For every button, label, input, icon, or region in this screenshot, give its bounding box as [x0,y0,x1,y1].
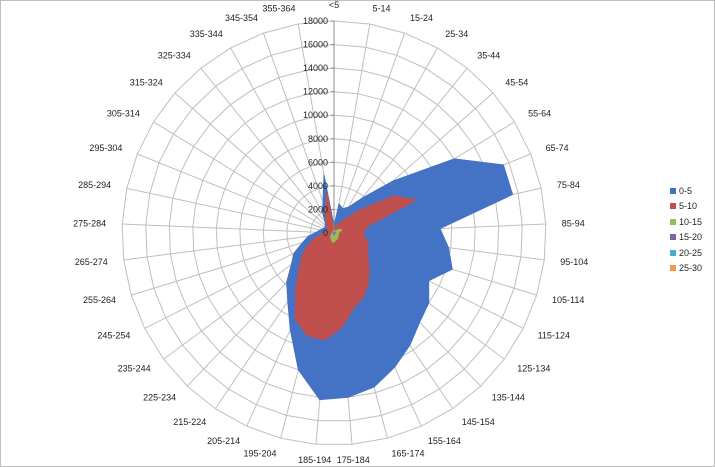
grid-spoke [262,32,335,234]
category-label: 85-94 [562,218,585,228]
category-label: 75-84 [557,180,580,190]
category-label: 175-184 [337,455,370,465]
legend-swatch [670,203,676,210]
category-label: 265-274 [75,257,108,267]
grid-ring [121,20,547,445]
category-label: 245-254 [97,331,130,341]
legend-label: 25-30 [679,263,703,274]
grid-spoke [131,232,335,296]
category-label: 105-114 [552,295,584,305]
radial-tick-label: 6000 [308,157,328,167]
category-label: 5-14 [373,3,391,13]
legend-swatch [670,187,676,194]
radial-tick-label: 0 [323,228,328,238]
legend-item: 15-20 [670,230,702,246]
legend-swatch [670,249,676,256]
category-label: 125-134 [517,364,550,374]
radial-tick-label: 18000 [303,16,328,26]
category-label: 355-364 [262,3,295,13]
category-label: 65-74 [546,143,569,153]
category-label: 205-214 [207,436,240,446]
grid-spoke [200,67,335,234]
legend-item: 10-15 [670,214,702,230]
category-label: 155-164 [428,436,461,446]
radial-tick-label: 2000 [308,204,328,214]
category-label: <5 [329,0,339,10]
series-area-5-10 [294,192,418,341]
radial-tick-labels: 0 2000 4000 6000 8000 10000 12000 14000 16000 180… [303,16,335,238]
category-label: 185-194 [298,455,331,465]
grid-spoke [174,92,335,234]
category-label: 305-314 [107,109,140,119]
radial-tick-label: 10000 [303,110,328,120]
grid-spoke [137,153,335,234]
grid-spoke [122,223,335,234]
category-label: 285-294 [78,180,111,190]
grid-spoke [333,47,438,234]
category-label: 45-54 [505,77,528,87]
legend-item: 0-5 [670,183,702,199]
radial-tick-label: 4000 [308,181,328,191]
category-label: 95-104 [560,257,588,267]
category-label: 295-304 [89,143,122,153]
category-label: 145-154 [462,417,495,427]
radial-tick-label: 16000 [303,40,328,50]
grid-spoke [153,121,335,234]
grid-spoke [333,23,371,234]
legend-item: 5-10 [670,199,702,215]
grid-spoke [333,32,406,234]
category-labels: <5 5-14 15-24 25-34 35-44 45-54 55-64 65-74 75-8… [73,0,588,465]
category-label: 235-244 [118,364,151,374]
category-label: 325-334 [158,51,191,61]
category-label: 135-144 [492,393,525,403]
category-label: 115-124 [538,331,570,341]
legend-swatch [670,218,676,225]
legend-label: 20-25 [679,247,703,258]
radar-series-areas [286,158,514,401]
radial-tick-label: 14000 [303,63,328,73]
category-label: 335-344 [190,29,223,39]
category-label: 35-44 [477,51,500,61]
legend-swatch [670,234,676,241]
grid-spoke [126,187,335,234]
category-label: 165-174 [392,449,425,459]
category-label: 15-24 [410,13,433,23]
legend-label: 5-10 [679,201,698,212]
series-area-0-5 [286,158,514,401]
category-label: 225-234 [143,393,176,403]
legend-label: 0-5 [679,185,693,196]
category-label: 55-64 [528,109,551,119]
radial-tick-label: 8000 [308,134,328,144]
category-label: 255-264 [83,295,116,305]
legend-item: 25-30 [670,261,702,277]
grid-spoke [123,232,335,261]
category-label: 25-34 [445,29,468,39]
legend-label: 15-20 [679,232,703,243]
grid-ring [145,44,523,422]
radial-tick-label: 12000 [303,87,328,97]
grid-spoke [230,47,335,234]
category-label: 275-284 [73,218,106,228]
legend-label: 10-15 [679,216,703,227]
category-label: 345-354 [225,13,258,23]
legend-item: 20-25 [670,245,702,261]
category-label: 215-224 [173,417,206,427]
category-label: 315-324 [130,77,163,87]
legend-swatch [670,265,676,272]
category-label: 195-204 [243,449,276,459]
legend: 0-5 5-10 10-15 15-20 20-25 25-30 [670,183,702,276]
